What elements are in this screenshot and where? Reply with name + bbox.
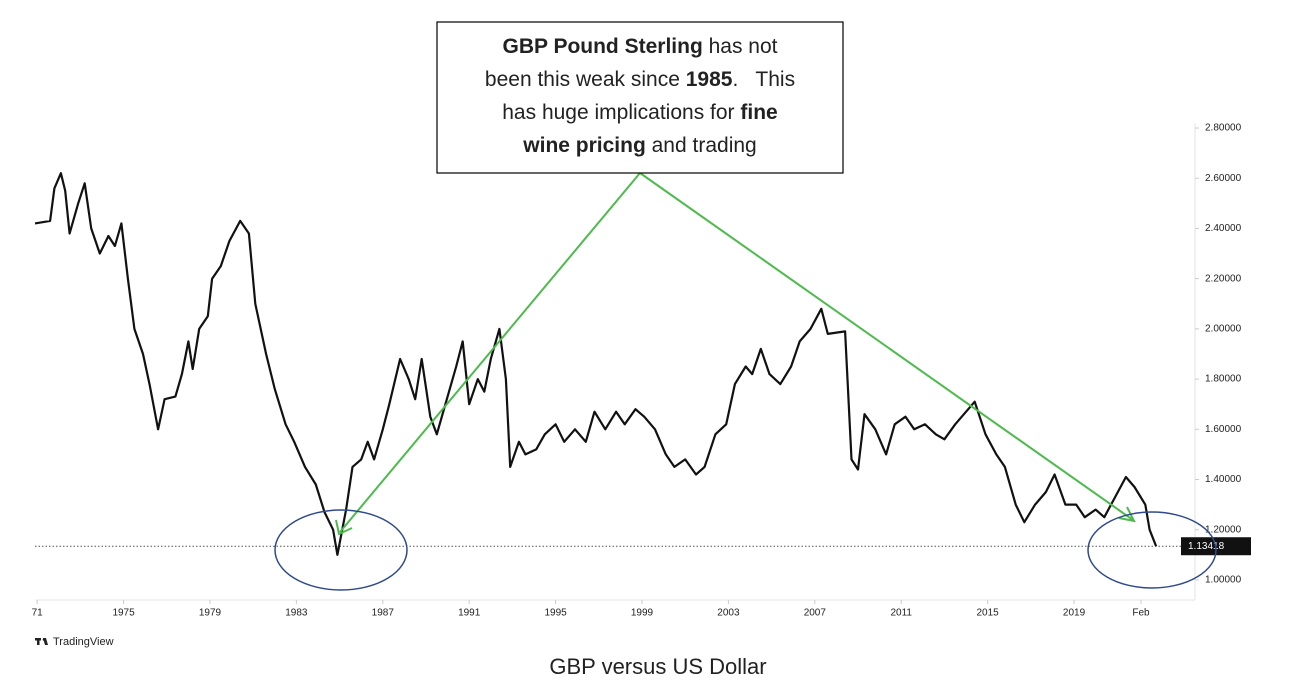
logo-mark — [37, 638, 40, 645]
tradingview-logo: TradingView — [35, 636, 114, 648]
annotation-run: has not — [703, 35, 778, 58]
annotation-run: 1985 — [686, 68, 733, 91]
annotation-run: and trading — [646, 134, 757, 157]
x-tick-label: Feb — [1132, 608, 1150, 619]
annotation-run: wine pricing — [522, 134, 646, 157]
annotation-run: been this weak since — [485, 68, 686, 91]
arrow — [339, 172, 641, 533]
source: TradingView — [53, 636, 114, 648]
annotation-line: GBP Pound Sterling has not — [502, 35, 777, 58]
y-tick-label: 2.60000 — [1205, 173, 1242, 184]
y-tick-label: 1.00000 — [1205, 575, 1242, 586]
y-tick-label: 1.60000 — [1205, 424, 1242, 435]
x-tick-label: 1979 — [199, 608, 222, 619]
x-tick-label: 1995 — [544, 608, 567, 619]
caption: GBP versus US Dollar — [549, 654, 766, 679]
x-tick-label: 2003 — [717, 608, 740, 619]
annotation-run: fine — [740, 101, 777, 124]
price-series — [34, 172, 1158, 556]
x-tick-label: 1987 — [372, 608, 395, 619]
x-tick-label: 2019 — [1063, 608, 1086, 619]
arrowhead — [1118, 506, 1136, 523]
x-tick-label: 1991 — [458, 608, 481, 619]
y-tick-label: 2.40000 — [1205, 223, 1242, 234]
annotation-run: . This — [732, 68, 795, 91]
plot-area: 1.00000 1.20000 1.40000 1.60000 1.80000 2.000… — [32, 123, 1251, 619]
x-tick-label: 1975 — [112, 608, 135, 619]
annotation-text: GBP Pound Sterling has not been this weak… — [485, 35, 795, 157]
arrow — [639, 172, 1134, 521]
x-tick-label: 2015 — [977, 608, 1000, 619]
arrowhead — [335, 519, 353, 536]
annotation-run: GBP Pound Sterling — [502, 35, 702, 58]
y-tick-label: 1.40000 — [1205, 474, 1242, 485]
price-label: 1.13418 — [1188, 541, 1225, 552]
annotation-line: been this weak since 1985. This — [485, 68, 795, 91]
annotation-line: has huge implications for fine — [502, 101, 777, 124]
highlight-circle — [274, 509, 408, 591]
annotation-line: wine pricing and trading — [522, 134, 756, 157]
x-tick-label: 2011 — [890, 608, 912, 619]
x-tick-label: 1999 — [631, 608, 654, 619]
y-tick-label: 2.80000 — [1205, 123, 1242, 134]
x-tick-label: 71 — [32, 608, 44, 619]
x-tick-label: 2007 — [804, 608, 827, 619]
y-tick-label: 2.00000 — [1205, 324, 1242, 335]
y-tick-label: 2.20000 — [1205, 273, 1242, 284]
x-tick-label: 1983 — [285, 608, 308, 619]
annotation-box — [436, 21, 844, 174]
y-tick-label: 1.20000 — [1205, 524, 1242, 535]
annotation-arrows — [274, 172, 1217, 591]
logo-mark — [42, 638, 46, 641]
annotation-run: has huge implications for — [502, 101, 740, 124]
highlight-circle — [1087, 511, 1217, 589]
y-tick-label: 1.80000 — [1205, 374, 1242, 385]
